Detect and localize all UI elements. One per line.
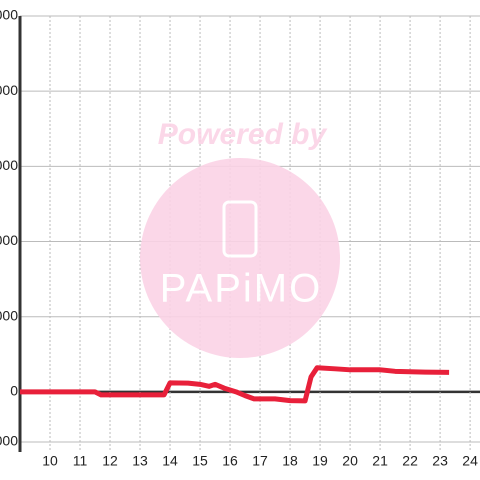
x-tick-label: 15 <box>192 453 208 469</box>
watermark-circle <box>140 158 340 358</box>
y-tick-label: 0 <box>10 383 18 399</box>
x-tick-label: 19 <box>312 453 328 469</box>
x-tick-label: 24 <box>462 453 478 469</box>
y-tick-label: 60,000 <box>0 232 18 248</box>
x-tick-label: 20 <box>342 453 358 469</box>
y-tick-label: 120,000 <box>0 82 18 98</box>
watermark-text: Powered by <box>158 118 328 151</box>
data-line <box>20 365 450 404</box>
watermark-phone <box>222 200 258 258</box>
y-tick-label: 30,000 <box>0 307 18 323</box>
x-tick-label: 11 <box>73 453 88 469</box>
x-tick-label: 21 <box>372 453 388 469</box>
watermark: Powered by PAPiMO <box>140 118 340 358</box>
x-tick-label: 16 <box>222 453 238 469</box>
x-tick-label: 14 <box>162 453 178 469</box>
x-tick-label: 17 <box>252 453 268 469</box>
y-tick-label: 150,000 <box>0 7 18 23</box>
x-tick-label: 13 <box>132 453 148 469</box>
y-tick-label: -20,000 <box>0 433 18 449</box>
x-tick-label: 22 <box>402 453 418 469</box>
watermark-logo: PAPiMO <box>160 267 322 311</box>
x-tick-label: 12 <box>102 453 118 469</box>
x-tick-label: 18 <box>282 453 298 469</box>
x-tick-label: 10 <box>42 453 58 469</box>
y-tick-label: 90,000 <box>0 157 18 173</box>
x-tick-label: 23 <box>432 453 448 469</box>
